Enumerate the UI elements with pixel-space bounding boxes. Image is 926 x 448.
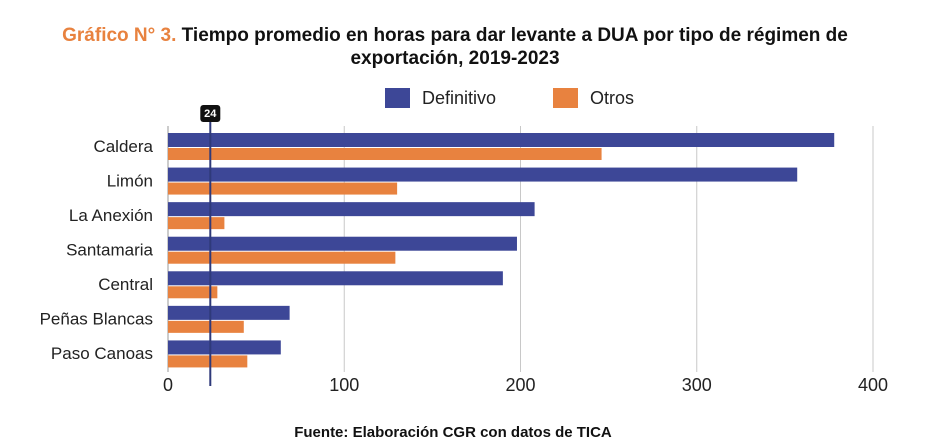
title: Gráfico N° 3. Tiempo promedio en horas p… <box>20 24 890 70</box>
bar <box>168 340 281 355</box>
reference-badge <box>200 105 221 122</box>
bar <box>168 286 218 299</box>
bar <box>168 202 535 217</box>
legend-swatch <box>553 88 578 108</box>
bar <box>168 182 398 195</box>
legend-label: Otros <box>590 88 634 108</box>
y-tick-label: Peñas Blancas <box>40 310 153 329</box>
x-tick-label: 100 <box>329 375 359 395</box>
bar <box>168 148 602 160</box>
x-tick-label: 0 <box>163 375 173 395</box>
bar <box>168 320 244 333</box>
y-tick-label: Paso Canoas <box>51 344 153 363</box>
legend-label: Definitivo <box>422 88 496 108</box>
legend-swatch <box>385 88 410 108</box>
x-tick-label: 300 <box>682 375 712 395</box>
y-tick-label: La Anexión <box>69 206 153 225</box>
y-tick-label: Caldera <box>93 137 153 156</box>
y-tick-label: Santamaria <box>66 240 153 259</box>
bar <box>168 271 503 286</box>
bar <box>168 355 248 368</box>
bar <box>168 305 290 320</box>
bar <box>168 236 517 251</box>
bar <box>168 217 225 230</box>
bar <box>168 251 396 264</box>
bar <box>168 133 835 147</box>
x-tick-label: 400 <box>858 375 888 395</box>
y-tick-label: Limón <box>107 171 153 190</box>
y-tick-label: Central <box>98 275 153 294</box>
title-prefix: Gráfico N° 3. <box>62 25 177 46</box>
source: Fuente: Elaboración CGR con datos de TIC… <box>294 424 612 441</box>
chart-title: Tiempo promedio en horas para dar levant… <box>181 25 848 69</box>
bar <box>168 167 798 182</box>
x-tick-label: 200 <box>505 375 535 395</box>
reference-label: 24 <box>204 108 217 120</box>
